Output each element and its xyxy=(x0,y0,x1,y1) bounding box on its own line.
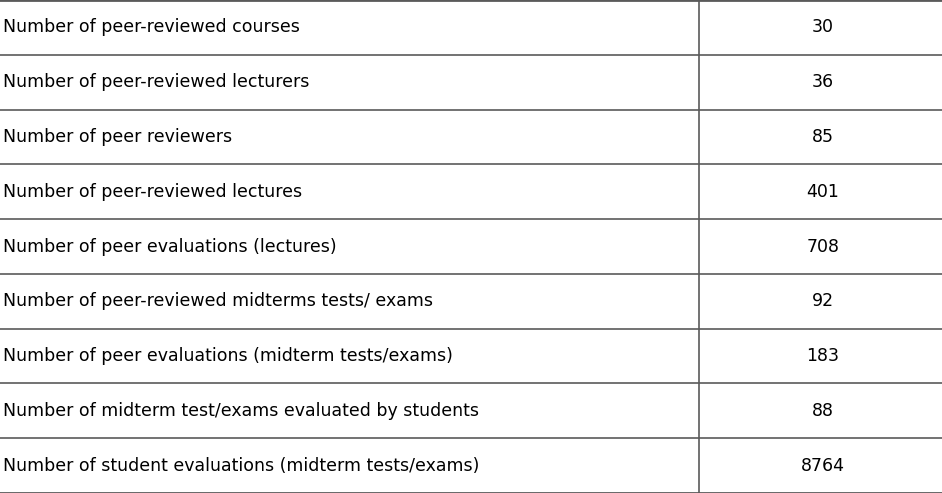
Text: Number of peer evaluations (lectures): Number of peer evaluations (lectures) xyxy=(3,238,336,255)
Text: Number of peer-reviewed lecturers: Number of peer-reviewed lecturers xyxy=(3,73,309,91)
Text: Number of peer-reviewed courses: Number of peer-reviewed courses xyxy=(3,18,300,36)
Text: 183: 183 xyxy=(806,347,839,365)
Text: 85: 85 xyxy=(812,128,834,146)
Text: 30: 30 xyxy=(812,18,834,36)
Text: 36: 36 xyxy=(812,73,834,91)
Text: 8764: 8764 xyxy=(801,457,845,475)
Text: 88: 88 xyxy=(812,402,834,420)
Text: 708: 708 xyxy=(806,238,839,255)
Text: Number of midterm test/exams evaluated by students: Number of midterm test/exams evaluated b… xyxy=(3,402,479,420)
Text: 92: 92 xyxy=(812,292,834,310)
Text: Number of peer-reviewed midterms tests/ exams: Number of peer-reviewed midterms tests/ … xyxy=(3,292,432,310)
Text: 401: 401 xyxy=(806,183,839,201)
Text: Number of peer evaluations (midterm tests/exams): Number of peer evaluations (midterm test… xyxy=(3,347,453,365)
Text: Number of peer-reviewed lectures: Number of peer-reviewed lectures xyxy=(3,183,302,201)
Text: Number of student evaluations (midterm tests/exams): Number of student evaluations (midterm t… xyxy=(3,457,479,475)
Text: Number of peer reviewers: Number of peer reviewers xyxy=(3,128,232,146)
